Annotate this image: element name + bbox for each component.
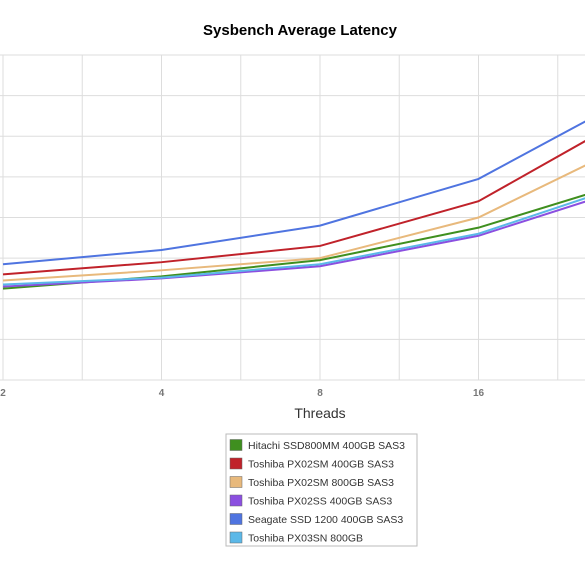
legend-box	[225, 433, 418, 547]
x-tick-label: 2	[0, 388, 6, 399]
chart-title: Sysbench Average Latency	[203, 22, 398, 39]
series-line	[2, 120, 585, 266]
legend-swatch	[229, 439, 243, 451]
legend-label: Toshiba PX02SS 400GB SAS3	[248, 496, 392, 508]
legend-swatch	[229, 513, 243, 525]
x-tick-label: 4	[159, 388, 165, 399]
legend-swatch	[229, 494, 243, 507]
x-tick-label: 8	[317, 388, 323, 399]
legend: Hitachi SSD800MM 400GB SAS3 Toshiba PX02S…	[229, 439, 405, 545]
x-axis-label: Threads	[294, 405, 345, 421]
series-line	[2, 193, 585, 290]
legend-label: Toshiba PX03SN 800GB	[248, 533, 363, 545]
x-tick-label: 16	[473, 388, 485, 399]
legend-label: Toshiba PX02SM 400GB SAS3	[248, 459, 394, 471]
series-line	[2, 197, 585, 286]
legend-swatch	[229, 476, 243, 488]
legend-swatch	[229, 531, 243, 544]
series-line	[2, 200, 585, 288]
legend-label: Hitachi SSD800MM 400GB SAS3	[248, 440, 405, 452]
series-line	[2, 164, 585, 282]
series-lines	[2, 120, 585, 290]
legend-swatch	[229, 457, 243, 470]
series-line	[2, 140, 585, 276]
grid	[0, 54, 585, 381]
legend-label: Toshiba PX02SM 800GB SAS3	[248, 477, 394, 489]
legend-label: Seagate SSD 1200 400GB SAS3	[248, 514, 403, 526]
x-axis-ticks: 2 4 8 16	[0, 388, 484, 399]
